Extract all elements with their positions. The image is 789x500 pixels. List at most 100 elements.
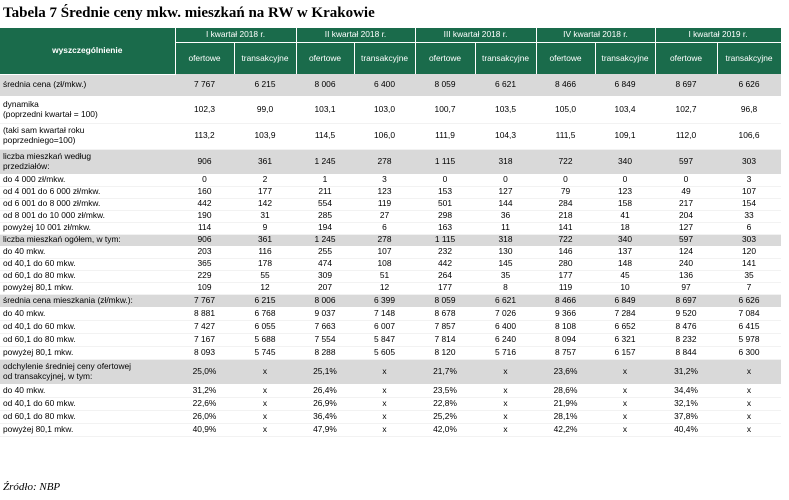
cell-ofertowe: 40,9% bbox=[175, 423, 234, 437]
cell-transakcyjne: 5 688 bbox=[234, 333, 296, 347]
row-label: liczba mieszkań ogółem, w tym: bbox=[0, 234, 175, 247]
cell-ofertowe: 474 bbox=[296, 258, 354, 271]
cell-transakcyjne: 6 626 bbox=[717, 294, 782, 308]
cell-transakcyjne: 107 bbox=[354, 246, 416, 259]
cell-transakcyjne: 51 bbox=[354, 270, 416, 283]
cell-ofertowe: 79 bbox=[536, 186, 596, 199]
row-label: od 40,1 do 60 mkw. bbox=[0, 320, 175, 334]
cell-ofertowe: 285 bbox=[296, 210, 354, 223]
table-row: do 40 mkw. 31,2% x 26,4% x 23,5% x 28,6% x 34,4% x bbox=[0, 384, 782, 398]
cell-transakcyjne: 6 415 bbox=[717, 320, 782, 334]
row-label: do 4 000 zł/mkw. bbox=[0, 174, 175, 187]
row-label: od 6 001 do 8 000 zł/mkw. bbox=[0, 198, 175, 211]
cell-ofertowe: 232 bbox=[415, 246, 476, 259]
cell-transakcyjne: 340 bbox=[595, 149, 656, 175]
row-label: (taki sam kwartał roku poprzedniego=100) bbox=[0, 123, 175, 150]
cell-ofertowe: 23,6% bbox=[536, 359, 596, 385]
row-label: średnia cena (zł/mkw.) bbox=[0, 74, 175, 97]
cell-ofertowe: 7 814 bbox=[415, 333, 476, 347]
cell-transakcyjne: 5 847 bbox=[354, 333, 416, 347]
table-row: liczba mieszkań ogółem, w tym: 906 361 1 24… bbox=[0, 234, 782, 247]
row-label: powyżej 80,1 mkw. bbox=[0, 282, 175, 295]
cell-ofertowe: 26,0% bbox=[175, 410, 234, 424]
cell-transakcyjne: 5 605 bbox=[354, 346, 416, 360]
cell-ofertowe: 9 037 bbox=[296, 307, 354, 321]
cell-ofertowe: 7 427 bbox=[175, 320, 234, 334]
header-quarter: III kwartał 2018 r. bbox=[415, 28, 537, 43]
cell-ofertowe: 554 bbox=[296, 198, 354, 211]
cell-ofertowe: 8 881 bbox=[175, 307, 234, 321]
cell-ofertowe: 26,4% bbox=[296, 384, 354, 398]
cell-ofertowe: 194 bbox=[296, 222, 354, 235]
cell-transakcyjne: 35 bbox=[717, 270, 782, 283]
cell-transakcyjne: 6 240 bbox=[475, 333, 537, 347]
cell-ofertowe: 7 554 bbox=[296, 333, 354, 347]
cell-ofertowe: 49 bbox=[655, 186, 718, 199]
cell-ofertowe: 8 466 bbox=[536, 74, 596, 97]
cell-transakcyjne: 12 bbox=[354, 282, 416, 295]
cell-transakcyjne: 3 bbox=[354, 174, 416, 187]
cell-transakcyjne: 36 bbox=[475, 210, 537, 223]
cell-transakcyjne: 18 bbox=[595, 222, 656, 235]
table-row: powyżej 80,1 mkw. 109 12 207 12 177 8 119 10 97 7 bbox=[0, 282, 782, 295]
row-label: od 8 001 do 10 000 zł/mkw. bbox=[0, 210, 175, 223]
cell-transakcyjne: 127 bbox=[475, 186, 537, 199]
cell-transakcyjne: 41 bbox=[595, 210, 656, 223]
cell-ofertowe: 100,7 bbox=[415, 96, 476, 124]
cell-ofertowe: 22,6% bbox=[175, 397, 234, 411]
source-note: Źródło: NBP bbox=[3, 481, 61, 493]
cell-transakcyjne: 6 849 bbox=[595, 74, 656, 97]
cell-transakcyjne: x bbox=[475, 423, 537, 437]
cell-ofertowe: 264 bbox=[415, 270, 476, 283]
cell-transakcyjne: 7 084 bbox=[717, 307, 782, 321]
cell-ofertowe: 31,2% bbox=[655, 359, 718, 385]
table-row: od 40,1 do 60 mkw. 7 427 6 055 7 663 6 007 7 … bbox=[0, 320, 782, 334]
cell-transakcyjne: x bbox=[475, 397, 537, 411]
header-ofertowe: ofertowe bbox=[536, 42, 596, 74]
cell-ofertowe: 190 bbox=[175, 210, 234, 223]
cell-transakcyjne: 104,3 bbox=[475, 123, 537, 150]
cell-transakcyjne: 6 849 bbox=[595, 294, 656, 308]
cell-ofertowe: 28,1% bbox=[536, 410, 596, 424]
row-label: od 4 001 do 6 000 zł/mkw. bbox=[0, 186, 175, 199]
cell-transakcyjne: 7 148 bbox=[354, 307, 416, 321]
cell-transakcyjne: 103,4 bbox=[595, 96, 656, 124]
cell-transakcyjne: 6 621 bbox=[475, 74, 537, 97]
cell-ofertowe: 8 120 bbox=[415, 346, 476, 360]
cell-transakcyjne: x bbox=[595, 384, 656, 398]
cell-transakcyjne: 6 626 bbox=[717, 74, 782, 97]
cell-ofertowe: 9 520 bbox=[655, 307, 718, 321]
cell-transakcyjne: 8 bbox=[475, 282, 537, 295]
cell-transakcyjne: x bbox=[595, 397, 656, 411]
cell-transakcyjne: x bbox=[717, 423, 782, 437]
cell-transakcyjne: 33 bbox=[717, 210, 782, 223]
cell-ofertowe: 42,2% bbox=[536, 423, 596, 437]
cell-ofertowe: 40,4% bbox=[655, 423, 718, 437]
cell-transakcyjne: 9 bbox=[234, 222, 296, 235]
cell-ofertowe: 501 bbox=[415, 198, 476, 211]
table-row: do 40 mkw. 8 881 6 768 9 037 7 148 8 678 7 026… bbox=[0, 307, 782, 321]
cell-transakcyjne: 278 bbox=[354, 234, 416, 247]
cell-ofertowe: 124 bbox=[655, 246, 718, 259]
cell-transakcyjne: x bbox=[717, 359, 782, 385]
cell-transakcyjne: 12 bbox=[234, 282, 296, 295]
cell-transakcyjne: x bbox=[234, 423, 296, 437]
cell-transakcyjne: 31 bbox=[234, 210, 296, 223]
cell-ofertowe: 111,9 bbox=[415, 123, 476, 150]
cell-transakcyjne: 27 bbox=[354, 210, 416, 223]
cell-ofertowe: 113,2 bbox=[175, 123, 234, 150]
table-row: liczba mieszkań według przedziałów: 906 36… bbox=[0, 149, 782, 175]
cell-transakcyjne: x bbox=[354, 359, 416, 385]
row-label: do 40 mkw. bbox=[0, 307, 175, 321]
cell-transakcyjne: 6 055 bbox=[234, 320, 296, 334]
cell-ofertowe: 8 059 bbox=[415, 74, 476, 97]
header-quarter: I kwartał 2018 r. bbox=[175, 28, 297, 43]
cell-ofertowe: 37,8% bbox=[655, 410, 718, 424]
cell-transakcyjne: 6 300 bbox=[717, 346, 782, 360]
cell-ofertowe: 906 bbox=[175, 149, 234, 175]
table-row: powyżej 10 001 zł/mkw. 114 9 194 6 163 11 141 18… bbox=[0, 222, 782, 235]
cell-transakcyjne: 361 bbox=[234, 149, 296, 175]
cell-ofertowe: 8 006 bbox=[296, 294, 354, 308]
cell-transakcyjne: 116 bbox=[234, 246, 296, 259]
cell-ofertowe: 36,4% bbox=[296, 410, 354, 424]
